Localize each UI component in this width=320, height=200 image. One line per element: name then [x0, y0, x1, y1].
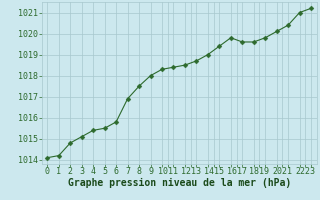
X-axis label: Graphe pression niveau de la mer (hPa): Graphe pression niveau de la mer (hPa) — [68, 178, 291, 188]
